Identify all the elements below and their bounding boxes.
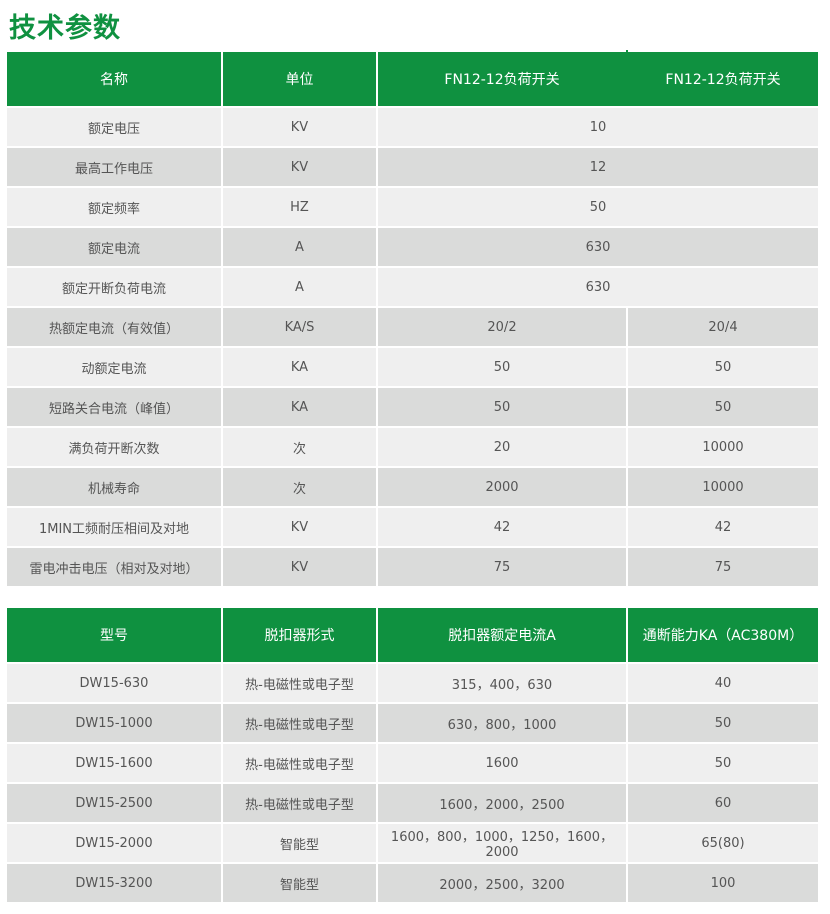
param-value: 50 bbox=[376, 186, 820, 228]
table-row: DW15-1600 热-电磁性或电子型 1600 50 bbox=[7, 742, 820, 784]
table-row: 额定频率 HZ 50 bbox=[7, 186, 820, 228]
release-type: 智能型 bbox=[221, 822, 378, 864]
breaking-capacity: 40 bbox=[626, 662, 820, 704]
param-unit: 次 bbox=[221, 426, 378, 468]
fn12-parameters-table: 名称 单位 FN12-12负荷开关 FN12-12负荷开关 额定电压 KV 10 最高… bbox=[7, 50, 820, 588]
table-row: 额定电流 A 630 bbox=[7, 226, 820, 268]
param-unit: A bbox=[221, 226, 378, 268]
table-row: 热额定电流（有效值） KA/S 20/2 20/4 bbox=[7, 306, 820, 348]
param-name: 额定频率 bbox=[7, 186, 223, 228]
param-name: 最高工作电压 bbox=[7, 146, 223, 188]
table-row: 额定电压 KV 10 bbox=[7, 106, 820, 148]
breaking-capacity: 50 bbox=[626, 742, 820, 784]
param-name: 雷电冲击电压（相对及对地） bbox=[7, 546, 223, 588]
table-row: 动额定电流 KA 50 50 bbox=[7, 346, 820, 388]
param-value: 42 bbox=[626, 506, 820, 548]
param-name: 额定电流 bbox=[7, 226, 223, 268]
breaking-capacity: 100 bbox=[626, 862, 820, 904]
table-row: DW15-3200 智能型 2000，2500，3200 100 bbox=[7, 862, 820, 904]
table-row: 机械寿命次 2000 10000 bbox=[7, 466, 820, 508]
rated-current: 1600，2000，2500 bbox=[376, 782, 628, 824]
model: DW15-1000 bbox=[7, 702, 223, 744]
breaking-capacity: 60 bbox=[626, 782, 820, 824]
table-row: 雷电冲击电压（相对及对地） KV 75 75 bbox=[7, 546, 820, 588]
param-name: 额定开断负荷电流 bbox=[7, 266, 223, 308]
rated-current: 1600，800，1000，1250，1600，2000 bbox=[376, 822, 628, 864]
model: DW15-2000 bbox=[7, 822, 223, 864]
breaking-capacity: 65(80) bbox=[626, 822, 820, 864]
table-row: 最高工作电压 KV 12 bbox=[7, 146, 820, 188]
param-value: 50 bbox=[376, 346, 628, 388]
table-row: DW15-1000 热-电磁性或电子型 630，800，1000 50 bbox=[7, 702, 820, 744]
param-value: 630 bbox=[376, 266, 820, 308]
param-value: 50 bbox=[376, 386, 628, 428]
table-row: 1MIN工频耐压相间及对地 KV 42 42 bbox=[7, 506, 820, 548]
param-name: 满负荷开断次数 bbox=[7, 426, 223, 468]
release-type: 智能型 bbox=[221, 862, 378, 904]
param-unit: KA bbox=[221, 346, 378, 388]
rated-current: 2000，2500，3200 bbox=[376, 862, 628, 904]
table-row: 满负荷开断次数次 20 10000 bbox=[7, 426, 820, 468]
header-unit: 单位 bbox=[221, 50, 378, 108]
param-unit: KV bbox=[221, 146, 378, 188]
rated-current: 315，400，630 bbox=[376, 662, 628, 704]
param-unit: HZ bbox=[221, 186, 378, 228]
param-unit: 次 bbox=[221, 466, 378, 508]
param-name: 短路关合电流（峰值） bbox=[7, 386, 223, 428]
param-unit: KV bbox=[221, 546, 378, 588]
param-unit: KV bbox=[221, 506, 378, 548]
table-row: 短路关合电流（峰值） KA 50 50 bbox=[7, 386, 820, 428]
model: DW15-3200 bbox=[7, 862, 223, 904]
release-type: 热-电磁性或电子型 bbox=[221, 702, 378, 744]
breaking-capacity: 50 bbox=[626, 702, 820, 744]
param-value: 10000 bbox=[626, 466, 820, 508]
param-unit: KA bbox=[221, 386, 378, 428]
param-value: 10 bbox=[376, 106, 820, 148]
param-value: 10000 bbox=[626, 426, 820, 468]
table-header-row: 型号 脱扣器形式 脱扣器额定电流A 通断能力KA（AC380M） bbox=[7, 606, 820, 664]
table-row: 额定开断负荷电流 A 630 bbox=[7, 266, 820, 308]
table-header-row: 名称 单位 FN12-12负荷开关 FN12-12负荷开关 bbox=[7, 50, 820, 108]
param-unit: A bbox=[221, 266, 378, 308]
param-value: 12 bbox=[376, 146, 820, 188]
table-row: DW15-2500 热-电磁性或电子型 1600，2000，2500 60 bbox=[7, 782, 820, 824]
header-model: 型号 bbox=[7, 606, 223, 664]
header-model-b: FN12-12负荷开关 bbox=[626, 50, 820, 108]
model: DW15-2500 bbox=[7, 782, 223, 824]
param-value: 20 bbox=[376, 426, 628, 468]
release-type: 热-电磁性或电子型 bbox=[221, 742, 378, 784]
param-value: 75 bbox=[376, 546, 628, 588]
param-value: 2000 bbox=[376, 466, 628, 508]
param-value: 20/4 bbox=[626, 306, 820, 348]
param-value: 50 bbox=[626, 386, 820, 428]
param-unit: KV bbox=[221, 106, 378, 148]
header-name: 名称 bbox=[7, 50, 223, 108]
table-row: DW15-2000 智能型 1600，800，1000，1250，1600，2000… bbox=[7, 822, 820, 864]
param-unit: KA/S bbox=[221, 306, 378, 348]
param-value: 630 bbox=[376, 226, 820, 268]
param-name: 额定电压 bbox=[7, 106, 223, 148]
table-row: DW15-630 热-电磁性或电子型 315，400，630 40 bbox=[7, 662, 820, 704]
rated-current: 630，800，1000 bbox=[376, 702, 628, 744]
model: DW15-1600 bbox=[7, 742, 223, 784]
param-name: 1MIN工频耐压相间及对地 bbox=[7, 506, 223, 548]
header-rated-current: 脱扣器额定电流A bbox=[376, 606, 628, 664]
release-type: 热-电磁性或电子型 bbox=[221, 662, 378, 704]
rated-current: 1600 bbox=[376, 742, 628, 784]
param-value: 50 bbox=[626, 346, 820, 388]
param-value: 20/2 bbox=[376, 306, 628, 348]
param-name: 动额定电流 bbox=[7, 346, 223, 388]
param-name: 机械寿命 bbox=[7, 466, 223, 508]
dw15-models-table: 型号 脱扣器形式 脱扣器额定电流A 通断能力KA（AC380M） DW15-63… bbox=[7, 606, 820, 904]
release-type: 热-电磁性或电子型 bbox=[221, 782, 378, 824]
param-name: 热额定电流（有效值） bbox=[7, 306, 223, 348]
header-model-a: FN12-12负荷开关 bbox=[376, 50, 628, 108]
param-value: 42 bbox=[376, 506, 628, 548]
header-release-type: 脱扣器形式 bbox=[221, 606, 378, 664]
param-value: 75 bbox=[626, 546, 820, 588]
model: DW15-630 bbox=[7, 662, 223, 704]
page-title: 技术参数 bbox=[9, 13, 121, 44]
header-breaking-capacity: 通断能力KA（AC380M） bbox=[626, 606, 820, 664]
